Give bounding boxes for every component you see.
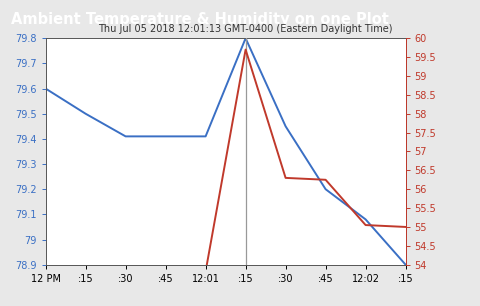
- Text: Ambient Temperature & Humidity on one Plot: Ambient Temperature & Humidity on one Pl…: [11, 12, 388, 27]
- Text: Thu Jul 05 2018 12:01:13 GMT-0400 (Eastern Daylight Time): Thu Jul 05 2018 12:01:13 GMT-0400 (Easte…: [98, 24, 393, 34]
